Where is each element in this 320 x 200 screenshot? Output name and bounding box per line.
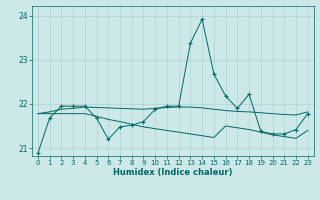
X-axis label: Humidex (Indice chaleur): Humidex (Indice chaleur) [113, 168, 233, 177]
